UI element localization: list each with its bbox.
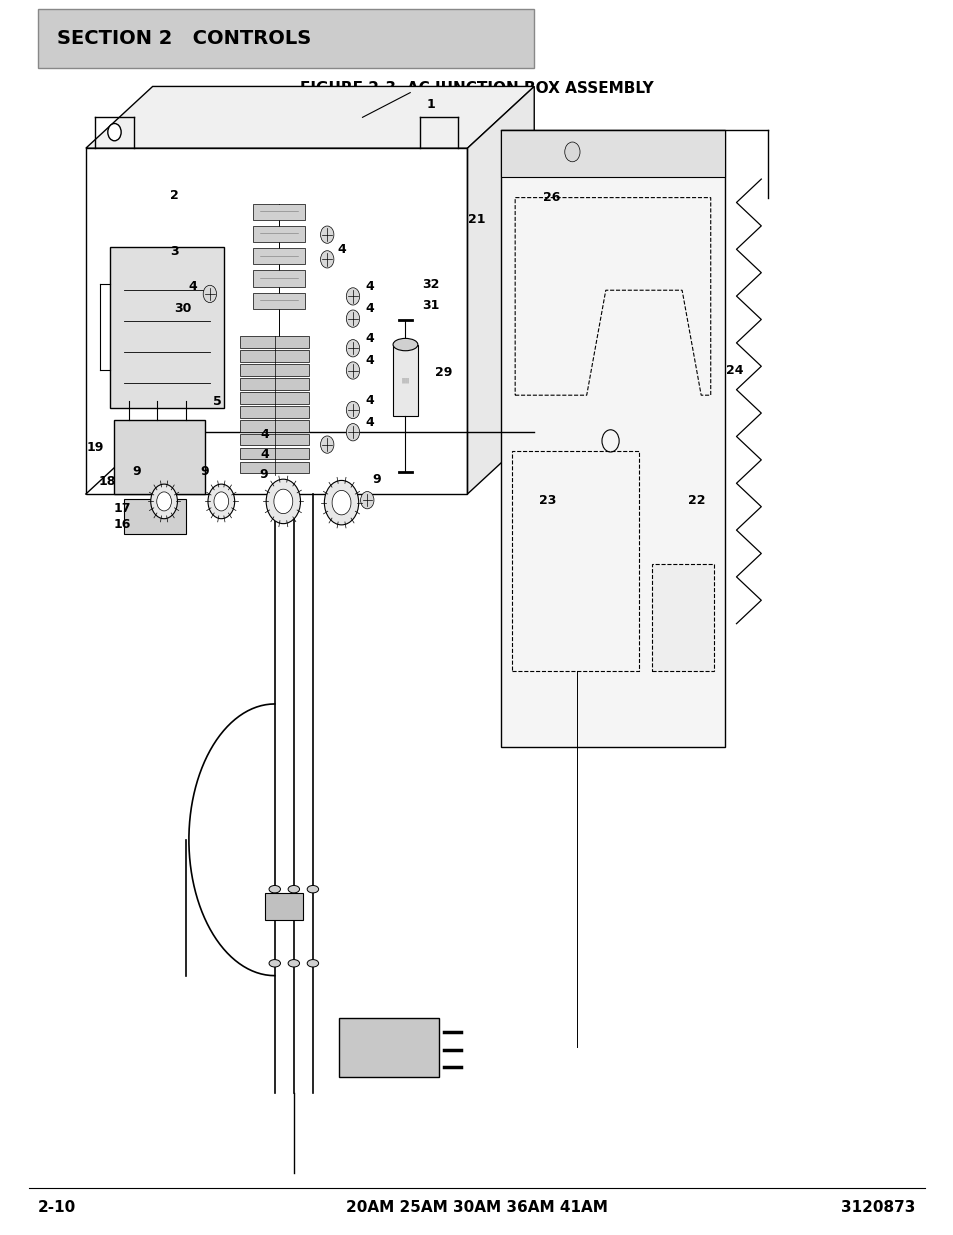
Circle shape [320,251,334,268]
Circle shape [346,424,359,441]
Polygon shape [240,420,309,431]
Text: 2-10: 2-10 [38,1200,76,1215]
Polygon shape [240,433,309,446]
Polygon shape [500,130,724,747]
Circle shape [346,362,359,379]
Text: 4: 4 [365,303,375,315]
Polygon shape [86,86,534,148]
Text: 16: 16 [113,519,131,531]
Polygon shape [253,248,305,264]
Polygon shape [240,447,309,459]
Text: FIGURE 2-3. AC JUNCTION BOX ASSEMBLY: FIGURE 2-3. AC JUNCTION BOX ASSEMBLY [300,82,653,96]
Text: 4: 4 [365,416,375,429]
Polygon shape [253,270,305,287]
Circle shape [320,226,334,243]
Text: SECTION 2   CONTROLS: SECTION 2 CONTROLS [57,28,312,48]
Polygon shape [253,226,305,242]
Circle shape [320,436,334,453]
Text: 31: 31 [422,299,439,311]
Polygon shape [240,405,309,417]
Circle shape [360,492,374,509]
Polygon shape [240,378,309,390]
Text: ||||: |||| [401,378,409,383]
Text: 17: 17 [113,503,131,515]
Ellipse shape [288,960,299,967]
Text: 1: 1 [426,99,436,111]
Text: 19: 19 [87,441,104,453]
Circle shape [203,285,216,303]
Circle shape [108,124,121,141]
Circle shape [156,492,172,511]
Ellipse shape [269,885,280,893]
Polygon shape [500,130,724,177]
Text: 9: 9 [372,473,381,485]
Text: 24: 24 [725,364,742,377]
Text: 9: 9 [200,466,210,478]
Circle shape [346,288,359,305]
Polygon shape [240,364,309,375]
Ellipse shape [307,960,318,967]
Ellipse shape [269,960,280,967]
Polygon shape [651,564,713,671]
Polygon shape [240,462,309,473]
Circle shape [324,480,358,525]
FancyBboxPatch shape [38,9,534,68]
Text: 32: 32 [422,278,439,290]
Text: 5: 5 [213,395,222,408]
Text: 21: 21 [468,214,485,226]
Circle shape [151,484,177,519]
Text: 4: 4 [188,280,197,293]
Text: 4: 4 [365,354,375,367]
Circle shape [332,490,351,515]
Text: 30: 30 [174,303,192,315]
Text: 4: 4 [260,429,270,441]
Circle shape [208,484,234,519]
Polygon shape [240,336,309,348]
Polygon shape [253,204,305,220]
Text: 4: 4 [365,394,375,406]
Polygon shape [467,86,534,494]
Text: 4: 4 [260,448,270,461]
Polygon shape [240,391,309,404]
Ellipse shape [307,885,318,893]
Circle shape [564,142,579,162]
Ellipse shape [393,338,417,351]
Text: 18: 18 [98,475,115,488]
Circle shape [213,492,229,511]
Text: 23: 23 [538,494,556,506]
Text: 4: 4 [365,332,375,345]
Text: 9: 9 [258,468,268,480]
Circle shape [266,479,300,524]
Circle shape [346,340,359,357]
Polygon shape [240,350,309,362]
Ellipse shape [288,885,299,893]
Circle shape [346,401,359,419]
Text: 4: 4 [365,280,375,293]
Polygon shape [338,1018,438,1077]
Circle shape [346,310,359,327]
Text: 3: 3 [170,246,179,258]
Text: 3120873: 3120873 [841,1200,915,1215]
Polygon shape [110,247,224,408]
Text: 2: 2 [170,189,179,201]
Polygon shape [114,420,205,494]
Text: 29: 29 [435,367,452,379]
Polygon shape [253,293,305,309]
Text: 9: 9 [132,466,141,478]
Text: 22: 22 [687,494,704,506]
Circle shape [274,489,293,514]
Text: 26: 26 [542,191,559,204]
Polygon shape [265,893,303,920]
Polygon shape [393,345,417,416]
Text: 4: 4 [336,243,346,256]
Text: 20AM 25AM 30AM 36AM 41AM: 20AM 25AM 30AM 36AM 41AM [346,1200,607,1215]
Polygon shape [124,499,186,534]
